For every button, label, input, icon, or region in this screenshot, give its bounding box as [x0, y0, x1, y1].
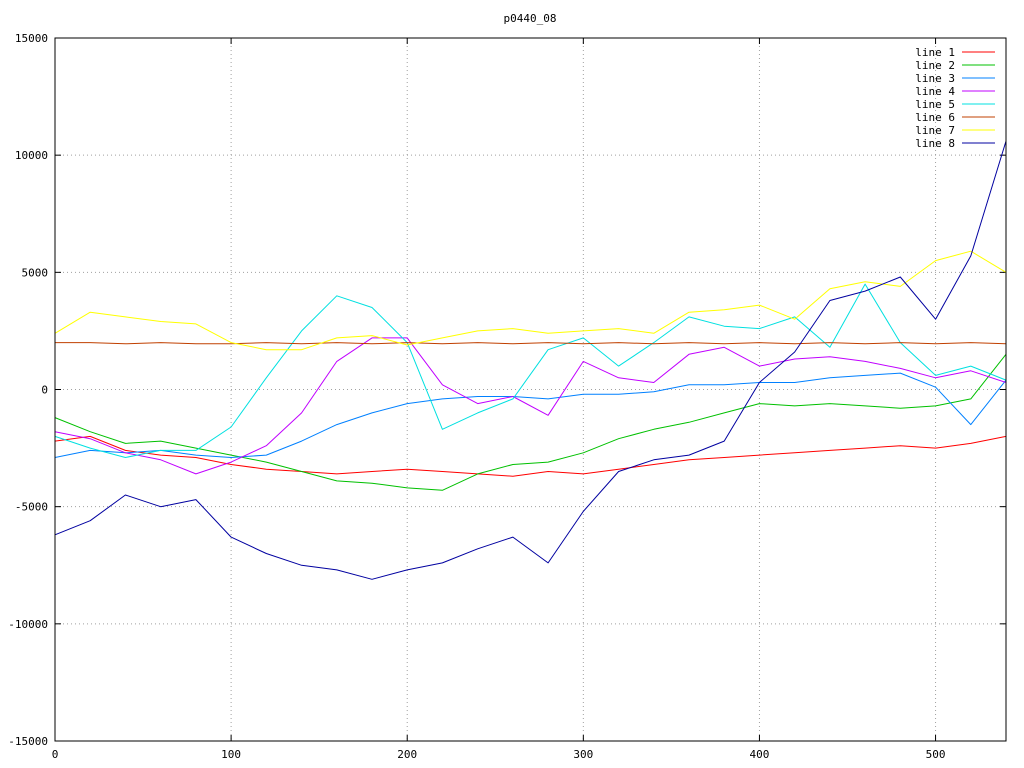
series-line-7-line — [54, 250, 1007, 351]
plot-border — [54, 37, 1007, 742]
series-line-5-line — [54, 283, 1007, 458]
legend-label: line 4 — [915, 85, 955, 98]
x-tick-label: 300 — [573, 748, 593, 761]
x-tick-label: 100 — [221, 748, 241, 761]
legend-label: line 6 — [915, 111, 955, 124]
legend-label: line 1 — [915, 46, 955, 59]
legend-label: line 7 — [915, 124, 955, 137]
chart-title: p0440_08 — [504, 12, 557, 25]
x-tick-label: 500 — [926, 748, 946, 761]
series-line-6-line — [55, 342, 1007, 345]
y-tick-label: 5000 — [22, 266, 49, 279]
y-tick-label: 10000 — [15, 149, 48, 162]
y-tick-label: -10000 — [8, 618, 48, 631]
y-tick-label: -5000 — [15, 501, 48, 514]
legend-label: line 8 — [915, 137, 955, 150]
x-tick-label: 400 — [750, 748, 770, 761]
series-line-1-line — [54, 435, 1007, 477]
legend-label: line 3 — [915, 72, 955, 85]
x-tick-label: 0 — [52, 748, 59, 761]
series-group — [54, 140, 1007, 580]
y-tick-label: -15000 — [8, 735, 48, 748]
grid-lines — [55, 38, 1006, 741]
legend-label: line 5 — [915, 98, 955, 111]
series-line-2-line — [54, 353, 1007, 491]
legend-label: line 2 — [915, 59, 955, 72]
series-line-4-line — [54, 337, 1007, 475]
series-line-8-line — [54, 140, 1007, 580]
y-tick-label: 0 — [41, 384, 48, 397]
y-tick-label: 15000 — [15, 32, 48, 45]
x-tick-label: 200 — [397, 748, 417, 761]
series-line-3-line — [54, 372, 1007, 458]
